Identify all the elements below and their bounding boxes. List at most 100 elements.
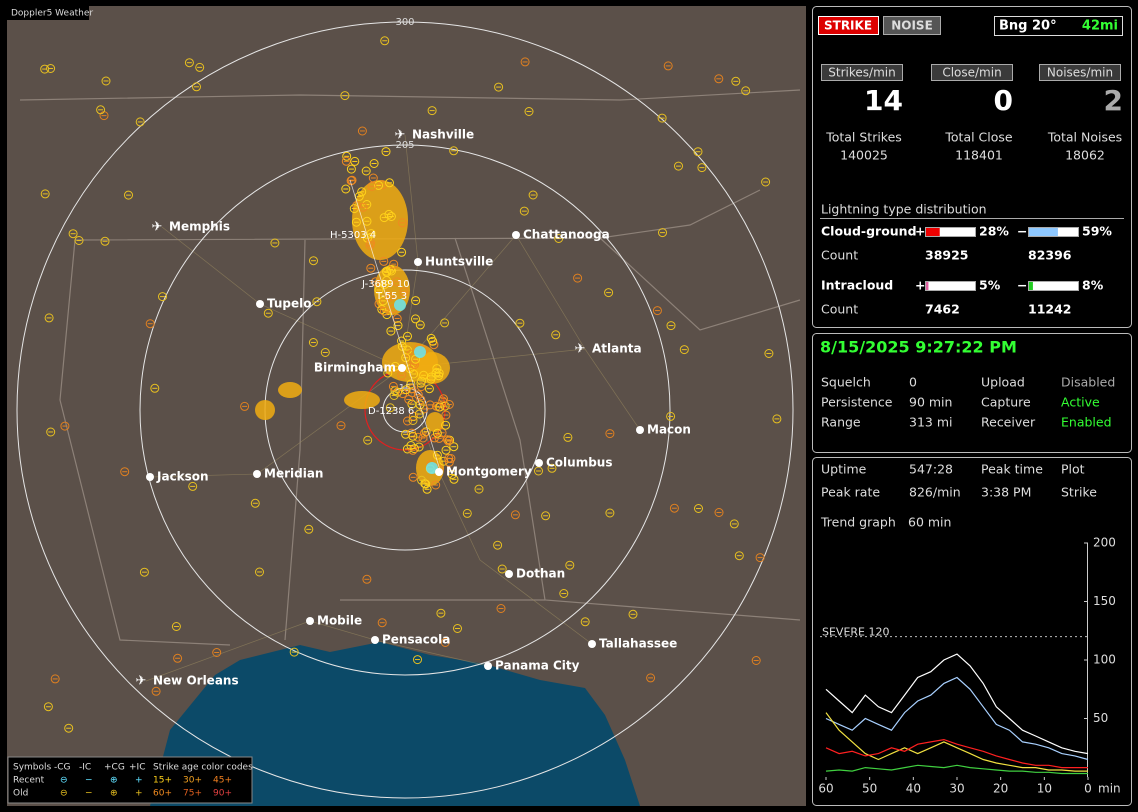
strike-symbol [381, 147, 391, 157]
strike-symbol [74, 236, 84, 245]
rate-label-box [1039, 64, 1121, 81]
strike-symbol [524, 107, 534, 116]
strike-symbol [357, 126, 367, 136]
strike-symbol [388, 381, 398, 391]
strike-symbol [411, 314, 420, 324]
strike-symbol [399, 287, 409, 297]
type-name: Intracloud [821, 278, 893, 293]
y-tick-label: 100 [1093, 653, 1116, 667]
total-label: Total Strikes [825, 130, 902, 145]
strike-symbol [434, 433, 444, 443]
strike-symbol [417, 475, 427, 485]
strike-symbol [96, 105, 106, 115]
ring-label: 15 [399, 383, 412, 394]
strike-symbol [559, 589, 569, 598]
storm-cell [255, 400, 275, 420]
percent: 8% [1082, 278, 1104, 293]
legend-row-label: Old [13, 789, 28, 799]
legend-symbol-type: +CG [104, 763, 125, 773]
strike-symbol [212, 648, 222, 657]
x-tick-label: 10 [1037, 782, 1052, 796]
strike-symbol [374, 285, 384, 295]
strike-symbol [435, 402, 445, 412]
city-label: Jackson [156, 470, 209, 484]
strike-button-label[interactable]: STRIKE [824, 19, 872, 33]
city-label: Macon [647, 423, 691, 437]
rate-value: 2 [1104, 84, 1123, 117]
strike-symbol [384, 292, 394, 302]
bearing-box [994, 16, 1123, 36]
strike-symbol [393, 321, 403, 331]
bar-fill [926, 228, 940, 236]
strike-symbol [440, 401, 450, 411]
count-label: Count [821, 248, 858, 263]
strike-symbol [263, 308, 273, 318]
strike-symbol [731, 76, 741, 86]
strike-symbol [764, 349, 774, 358]
strike-symbol [605, 429, 615, 439]
strike-symbol [652, 306, 662, 316]
setting-cell: Upload [981, 375, 1025, 390]
setting-cell: Range [821, 415, 861, 430]
strike-symbol [494, 82, 504, 92]
strike-symbol [408, 445, 418, 455]
legend-symbol: + [135, 776, 143, 786]
stat-cell: Uptime [821, 462, 867, 477]
strike-symbol [386, 212, 396, 221]
strike-symbol [342, 151, 352, 161]
storm-cell [344, 391, 380, 409]
strike-symbol [382, 266, 391, 276]
sign: − [1017, 278, 1027, 293]
strike-symbol [366, 263, 376, 273]
ring-label: 300 [395, 17, 414, 28]
rate-label: Close/min [942, 66, 1001, 80]
strike-symbol [419, 370, 429, 380]
strike-symbol [362, 574, 372, 584]
strike-button[interactable] [818, 16, 879, 35]
city-label: Huntsville [425, 255, 493, 269]
strike-symbols: H-5303 4 J-3689 10T-55 3 D-1238 6 [40, 36, 782, 733]
rate-label: Strikes/min [828, 66, 895, 80]
legend-symbol: − [85, 789, 93, 799]
strike-symbol [604, 288, 614, 298]
strike-symbol [426, 333, 436, 343]
setting-cell: Enabled [1061, 415, 1112, 430]
percent: 59% [1082, 224, 1112, 239]
legend-symbol: ⊖ [60, 789, 68, 799]
legend-symbol-type: +IC [129, 763, 145, 773]
city-label: Tupelo [267, 297, 312, 311]
total-value: 140025 [840, 148, 888, 163]
strike-symbol [312, 297, 322, 307]
setting-cell: Capture [981, 395, 1031, 410]
strike-symbol [440, 318, 450, 328]
strike-symbol [379, 306, 389, 316]
legend-symbol: − [85, 776, 93, 786]
strike-symbol [441, 445, 451, 455]
strike-symbol [628, 609, 638, 619]
legend-age: 45+ [213, 776, 232, 786]
strike-symbol [184, 58, 194, 68]
stat-cell: 547:28 [909, 462, 953, 477]
strike-symbol [425, 400, 435, 410]
strike-symbol [40, 64, 50, 74]
legend-age: 30+ [183, 776, 202, 786]
threshold-label: SEVERE 120 [822, 626, 890, 639]
city-dot [306, 617, 314, 625]
strike-symbol [669, 503, 679, 513]
strike-symbol [520, 57, 530, 67]
strike-symbol [427, 106, 437, 116]
settings-panel [812, 333, 1132, 453]
strike-symbol [447, 470, 457, 479]
app-label-box [7, 6, 89, 20]
bar-track [1028, 281, 1079, 291]
strike-symbol [413, 432, 423, 442]
strike-symbol [519, 206, 529, 216]
noise-button[interactable] [883, 16, 941, 35]
strike-symbol [401, 385, 411, 395]
x-tick-label: 40 [906, 782, 921, 796]
strike-symbol [697, 163, 707, 173]
bar-track [925, 281, 976, 291]
strike-symbol [397, 341, 407, 351]
noise-button-label[interactable]: NOISE [891, 19, 933, 33]
